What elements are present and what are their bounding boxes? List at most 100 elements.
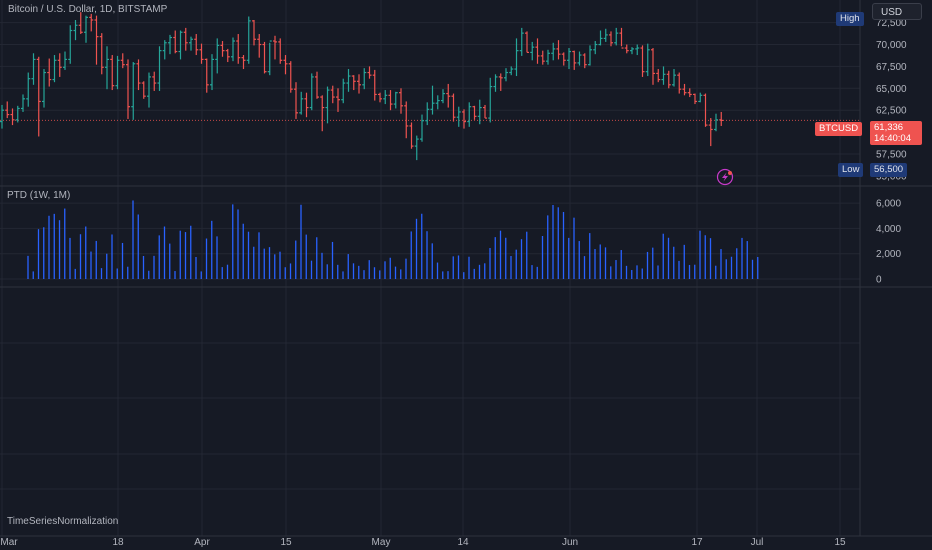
ohlc-bar (567, 48, 571, 70)
ohlc-bar (682, 83, 687, 96)
ohlc-bar (136, 59, 141, 91)
ohlc-bar (372, 69, 377, 101)
ohlc-bar (252, 20, 256, 46)
time-axis[interactable]: Mar 18 Apr 15 May 14 Jun 17 Jul 15 (0, 537, 846, 548)
ohlc-bar (483, 104, 487, 119)
symbol-tag: BTCUSD (815, 122, 863, 136)
ohlc-bar (630, 47, 634, 55)
ohlc-bar (504, 68, 508, 82)
indicator-label[interactable]: PTD (1W, 1M) (7, 190, 71, 201)
ohlc-bar (320, 95, 325, 132)
footer-indicator-label[interactable]: TimeSeriesNormalization (7, 516, 119, 527)
ohlc-bar (635, 44, 640, 56)
ohlc-bar (325, 86, 330, 124)
ohlc-bar (68, 25, 73, 64)
ohlc-bar (273, 35, 277, 60)
ohlc-bar (525, 31, 529, 54)
ohlc-bar (204, 58, 209, 93)
ohlc-bar (656, 69, 661, 83)
ohlc-bar (509, 66, 514, 76)
ptd-axis[interactable]: 6,000 4,000 2,000 0 (876, 199, 901, 286)
ohlc-bar (162, 40, 167, 60)
ohlc-bar (220, 41, 225, 57)
ohlc-bar (105, 46, 109, 90)
ohlc-bar (194, 34, 199, 56)
ohlc-bar (708, 118, 713, 147)
ohlc-bar (267, 40, 272, 76)
ohlc-bar (26, 72, 31, 107)
ohlc-bar (498, 73, 503, 91)
ptd-tick: 0 (876, 275, 882, 286)
pane-separators (0, 0, 932, 537)
ohlc-bar (299, 91, 304, 115)
ohlc-bar (677, 72, 682, 94)
ohlc-bar (173, 30, 178, 54)
ohlc-bar (582, 53, 587, 69)
ohlc-bar (309, 73, 314, 111)
time-tick: Apr (194, 537, 210, 548)
ohlc-bar (178, 30, 183, 60)
ohlc-bar (189, 36, 193, 51)
price-axis[interactable]: 72,50070,00067,50065,00062,50057,50055,0… (876, 18, 907, 182)
last-price-value: 61,336 (874, 122, 904, 133)
ohlc-bar (294, 82, 298, 119)
time-tick: Mar (0, 537, 18, 548)
candles-layer (0, 12, 724, 161)
time-tick: Jun (562, 537, 578, 548)
ohlc-bar (210, 54, 214, 91)
price-tick: 72,500 (876, 18, 907, 29)
ohlc-bar (341, 78, 346, 104)
ohlc-bar (388, 90, 393, 111)
ohlc-bar (115, 55, 120, 90)
ohlc-bar (241, 55, 246, 70)
ohlc-bar (283, 55, 288, 75)
time-tick: 17 (691, 537, 703, 548)
ohlc-bar (236, 34, 241, 64)
ohlc-bar (5, 101, 10, 119)
ohlc-bar (393, 91, 398, 109)
ohlc-bar (703, 93, 708, 127)
ohlc-bar (199, 43, 204, 64)
time-tick: 14 (457, 537, 469, 548)
ohlc-bar (693, 93, 697, 105)
last-price-badge: 61,336 14:40:04 (870, 121, 922, 145)
ohlc-bar (425, 102, 430, 126)
low-value: 56,500 (870, 163, 908, 177)
ohlc-bar (84, 15, 88, 43)
ohlc-bar (304, 92, 309, 118)
ohlc-bar (588, 45, 592, 66)
ohlc-bar (456, 106, 461, 127)
ohlc-bar (399, 88, 403, 114)
ohlc-bar (47, 58, 52, 87)
ptd-tick: 4,000 (876, 224, 901, 235)
ohlc-bar (609, 31, 613, 47)
ohlc-bar (147, 72, 151, 108)
alert-bolt-icon[interactable] (716, 168, 734, 186)
ohlc-bar (15, 105, 20, 123)
time-tick: May (372, 537, 391, 548)
ohlc-bar (714, 113, 718, 132)
ohlc-bar (141, 81, 146, 99)
ohlc-bar (514, 38, 519, 77)
ohlc-bar (540, 50, 545, 65)
ohlc-bar (462, 109, 466, 129)
ohlc-bar (357, 74, 361, 94)
ohlc-bar (561, 52, 566, 66)
time-tick: 18 (112, 537, 124, 548)
ohlc-bar (278, 38, 283, 64)
grid-lines (0, 0, 860, 536)
ohlc-bar (556, 40, 561, 60)
ohlc-bar (110, 55, 115, 91)
ohlc-bar (535, 38, 540, 64)
ohlc-bar (336, 88, 340, 112)
ohlc-bar (719, 111, 724, 126)
ohlc-bar (519, 27, 524, 56)
ohlc-bar (99, 33, 104, 75)
ohlc-bar (225, 48, 230, 63)
time-tick: 15 (280, 537, 292, 548)
ohlc-bar (168, 34, 172, 55)
currency-button[interactable]: USD (872, 3, 922, 20)
ohlc-bar (257, 34, 262, 58)
ohlc-bar (698, 92, 703, 103)
